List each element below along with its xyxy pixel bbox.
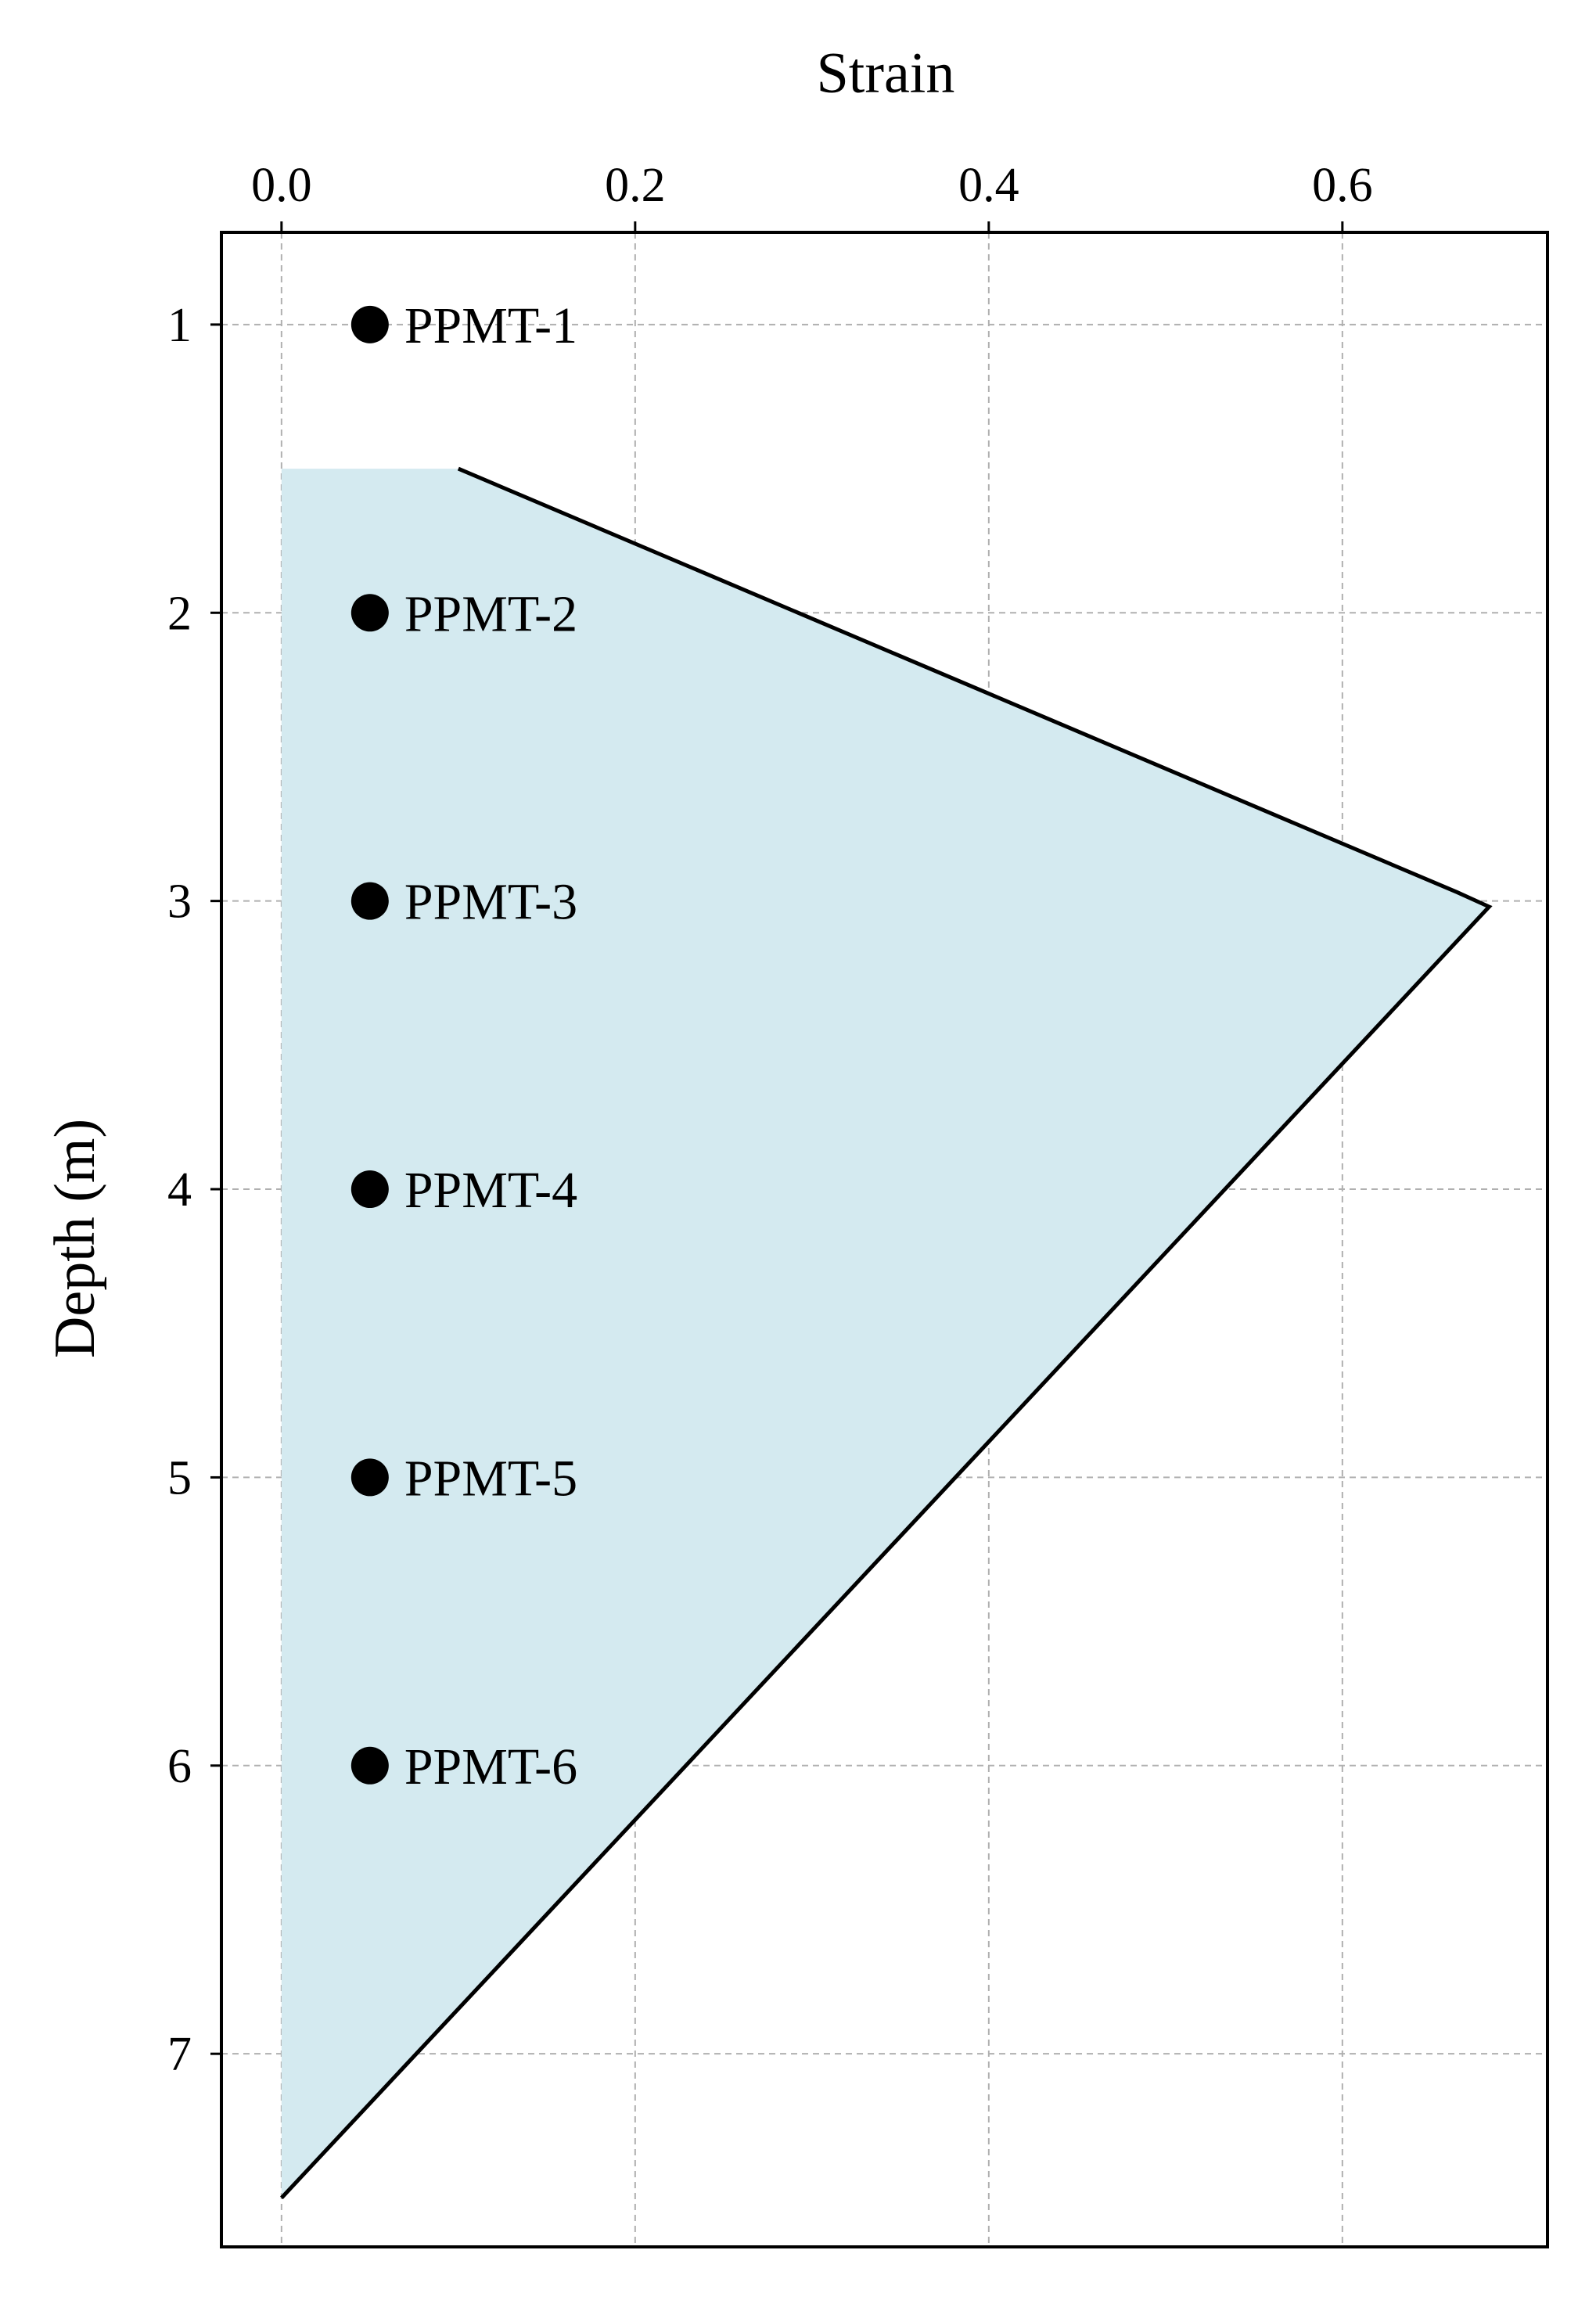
y-tick-label: 5 [167,1451,192,1504]
x-tick-label: 0.4 [958,159,1019,212]
ppmt-markers: PPMT-1 PPMT-2 PPMT-3 PPMT-4 PPMT-5 PPMT-6 [350,297,577,1795]
ppmt-marker-label: PPMT-4 [404,1162,577,1219]
ppmt-marker-point [350,882,389,920]
y-tick-label: 1 [167,299,192,352]
y-tick-label: 4 [167,1163,192,1217]
ppmt-marker-point [350,1458,389,1497]
y-tick-label: 7 [167,2028,192,2081]
x-axis-label: Strain [817,41,955,106]
x-tick-label: 0.2 [605,159,666,212]
y-tick-label: 2 [167,587,192,640]
strain-profile-line [280,466,1493,2200]
ppmt-marker-point [350,1170,389,1209]
y-axis-label: Depth (m) [43,1119,107,1358]
ppmt-marker-label: PPMT-2 [404,585,577,642]
ppmt-marker-label: PPMT-3 [404,874,577,931]
x-tick-label: 0.6 [1312,159,1373,212]
y-tick-label: 6 [167,1740,192,1793]
ppmt-marker-point [350,594,389,632]
x-ticks: 0.0 0.2 0.4 0.6 [251,159,1373,232]
x-tick-label: 0.0 [251,159,312,212]
strain-fill-area [281,469,1490,2198]
y-tick-label: 3 [167,875,192,929]
ppmt-marker-point [350,1746,389,1785]
strain-curve [280,466,1493,2200]
ppmt-marker-point [350,305,389,343]
plot-frame [220,231,1549,2248]
ppmt-marker-label: PPMT-6 [404,1738,577,1795]
strain-area [281,469,1490,2198]
ppmt-marker-label: PPMT-5 [404,1450,577,1507]
y-ticks: 1 2 3 4 5 6 7 [167,299,221,2081]
ppmt-marker-label: PPMT-1 [404,297,577,354]
